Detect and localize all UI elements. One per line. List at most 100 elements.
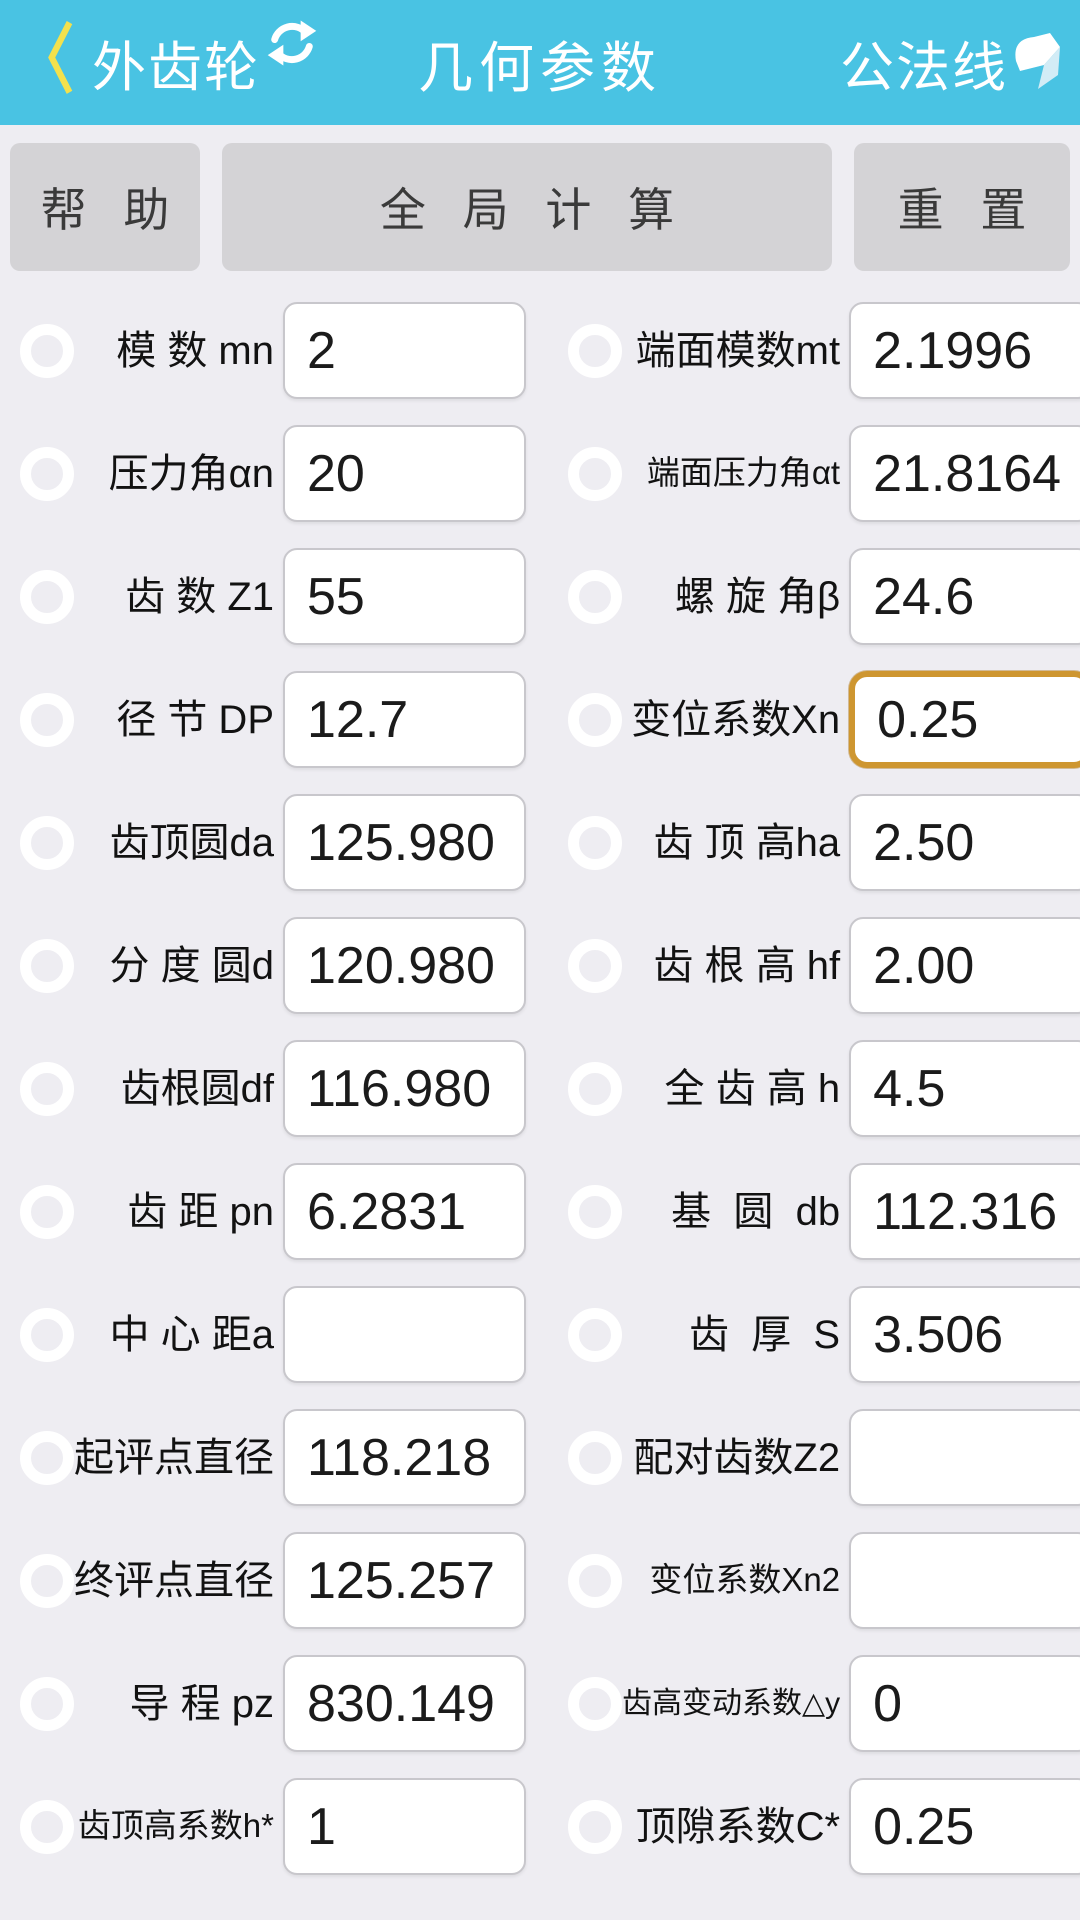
help-button-label: 帮 助 bbox=[40, 184, 182, 236]
radio-mn[interactable] bbox=[20, 323, 74, 378]
field-input-pn[interactable] bbox=[283, 1163, 526, 1260]
toolbar: 帮 助 全 局 计 算 重 置 bbox=[10, 143, 1070, 271]
radio-df[interactable] bbox=[20, 1061, 74, 1116]
field-a: 中 心 距a bbox=[0, 1273, 552, 1396]
radio-z1[interactable] bbox=[20, 569, 74, 624]
field-input-xn[interactable] bbox=[849, 671, 1080, 768]
radio-z2[interactable] bbox=[568, 1430, 622, 1485]
radio-s[interactable] bbox=[568, 1307, 622, 1362]
field-input-z1[interactable] bbox=[283, 548, 526, 645]
radio-ha-star[interactable] bbox=[20, 1799, 74, 1854]
field-input-da[interactable] bbox=[283, 794, 526, 891]
field-input-pz[interactable] bbox=[283, 1655, 526, 1752]
radio-alpha-t[interactable] bbox=[568, 446, 622, 501]
field-ha: 齿 顶 高ha bbox=[552, 781, 1080, 904]
field-input-hf[interactable] bbox=[849, 917, 1080, 1014]
radio-dp[interactable] bbox=[20, 692, 74, 747]
field-z2: 配对齿数Z2 bbox=[552, 1396, 1080, 1519]
radio-end-diameter[interactable] bbox=[20, 1553, 74, 1608]
field-c-star: 顶隙系数C* bbox=[552, 1765, 1080, 1888]
radio-pn[interactable] bbox=[20, 1184, 74, 1239]
field-label-alpha-n: 压力角αn bbox=[108, 451, 274, 496]
field-label-a: 中 心 距a bbox=[109, 1312, 274, 1357]
field-label-xn: 变位系数Xn bbox=[631, 697, 841, 742]
field-dp: 径 节 DP bbox=[0, 658, 552, 781]
field-input-mt[interactable] bbox=[849, 302, 1080, 399]
field-label-mt: 端面模数mt bbox=[635, 328, 841, 373]
radio-hf[interactable] bbox=[568, 938, 622, 993]
field-input-alpha-n[interactable] bbox=[283, 425, 526, 522]
field-label-ha: 齿 顶 高ha bbox=[653, 820, 841, 865]
radio-ha[interactable] bbox=[568, 815, 622, 870]
field-label-df: 齿根圆df bbox=[120, 1066, 274, 1111]
field-input-alpha-t[interactable] bbox=[849, 425, 1080, 522]
field-beta: 螺 旋 角β bbox=[552, 535, 1080, 658]
reset-button[interactable]: 重 置 bbox=[854, 143, 1070, 271]
field-input-df[interactable] bbox=[283, 1040, 526, 1137]
field-input-dp[interactable] bbox=[283, 671, 526, 768]
field-da: 齿顶圆da bbox=[0, 781, 552, 904]
radio-mt[interactable] bbox=[568, 323, 622, 378]
radio-a[interactable] bbox=[20, 1307, 74, 1362]
field-input-c-star[interactable] bbox=[849, 1778, 1080, 1875]
field-input-s[interactable] bbox=[849, 1286, 1080, 1383]
radio-h[interactable] bbox=[568, 1061, 622, 1116]
global-calculate-button-label: 全 局 计 算 bbox=[379, 184, 687, 236]
back-icon[interactable]: 〈 bbox=[14, 18, 74, 102]
refresh-icon[interactable] bbox=[266, 17, 318, 74]
field-h: 全 齿 高 h bbox=[552, 1027, 1080, 1150]
field-input-d[interactable] bbox=[283, 917, 526, 1014]
field-mn: 模 数 mn bbox=[0, 289, 552, 412]
field-input-a[interactable] bbox=[283, 1286, 526, 1383]
field-label-start-diameter: 起评点直径 bbox=[74, 1435, 274, 1480]
field-label-s: 齿 厚 S bbox=[688, 1312, 841, 1357]
reset-button-label: 重 置 bbox=[897, 184, 1039, 236]
page-title: 几何参数 bbox=[417, 36, 663, 99]
radio-xn2[interactable] bbox=[568, 1553, 622, 1608]
field-label-end-diameter: 终评点直径 bbox=[74, 1558, 274, 1603]
field-input-delta-y[interactable] bbox=[849, 1655, 1080, 1752]
nav-right-公法线[interactable]: 公法线 bbox=[840, 23, 1066, 102]
field-df: 齿根圆df bbox=[0, 1027, 552, 1150]
field-label-z1: 齿 数 Z1 bbox=[125, 574, 274, 619]
radio-beta[interactable] bbox=[568, 569, 622, 624]
field-input-end-diameter[interactable] bbox=[283, 1532, 526, 1629]
field-label-pn: 齿 距 pn bbox=[127, 1189, 274, 1234]
global-calculate-button[interactable]: 全 局 计 算 bbox=[222, 143, 832, 271]
radio-da[interactable] bbox=[20, 815, 74, 870]
field-input-z2[interactable] bbox=[849, 1409, 1080, 1506]
field-label-xn2: 变位系数Xn2 bbox=[649, 1561, 841, 1599]
field-input-mn[interactable] bbox=[283, 302, 526, 399]
radio-alpha-n[interactable] bbox=[20, 446, 74, 501]
field-label-mn: 模 数 mn bbox=[116, 328, 274, 373]
title-bar: 〈 外齿轮 几何参数 公法线 bbox=[0, 0, 1080, 125]
radio-pz[interactable] bbox=[20, 1676, 74, 1731]
parameters-grid: 模 数 mn 端面模数mt 压力角αn 端面压力角αt 齿 数 Z1 螺 旋 角… bbox=[0, 289, 1080, 1888]
field-input-h[interactable] bbox=[849, 1040, 1080, 1137]
field-hf: 齿 根 高 hf bbox=[552, 904, 1080, 1027]
radio-xn[interactable] bbox=[568, 692, 622, 747]
field-input-xn2[interactable] bbox=[849, 1532, 1080, 1629]
radio-db[interactable] bbox=[568, 1184, 622, 1239]
nav-right-label: 公法线 bbox=[840, 38, 1008, 98]
field-label-delta-y: 齿高变动系数△y bbox=[622, 1687, 841, 1720]
field-pn: 齿 距 pn bbox=[0, 1150, 552, 1273]
radio-d[interactable] bbox=[20, 938, 74, 993]
field-label-z2: 配对齿数Z2 bbox=[633, 1435, 841, 1480]
help-button[interactable]: 帮 助 bbox=[10, 143, 200, 271]
field-label-dp: 径 节 DP bbox=[116, 697, 274, 742]
nav-left-外齿轮[interactable]: 外齿轮 bbox=[92, 38, 260, 98]
field-input-start-diameter[interactable] bbox=[283, 1409, 526, 1506]
radio-c-star[interactable] bbox=[568, 1799, 622, 1854]
field-input-db[interactable] bbox=[849, 1163, 1080, 1260]
field-input-ha-star[interactable] bbox=[283, 1778, 526, 1875]
field-ha-star: 齿顶高系数h* bbox=[0, 1765, 552, 1888]
radio-start-diameter[interactable] bbox=[20, 1430, 74, 1485]
field-xn: 变位系数Xn bbox=[552, 658, 1080, 781]
field-label-alpha-t: 端面压力角αt bbox=[646, 454, 841, 492]
field-z1: 齿 数 Z1 bbox=[0, 535, 552, 658]
radio-delta-y[interactable] bbox=[568, 1676, 622, 1731]
field-input-ha[interactable] bbox=[849, 794, 1080, 891]
field-label-db: 基 圆 db bbox=[671, 1189, 841, 1234]
field-input-beta[interactable] bbox=[849, 548, 1080, 645]
